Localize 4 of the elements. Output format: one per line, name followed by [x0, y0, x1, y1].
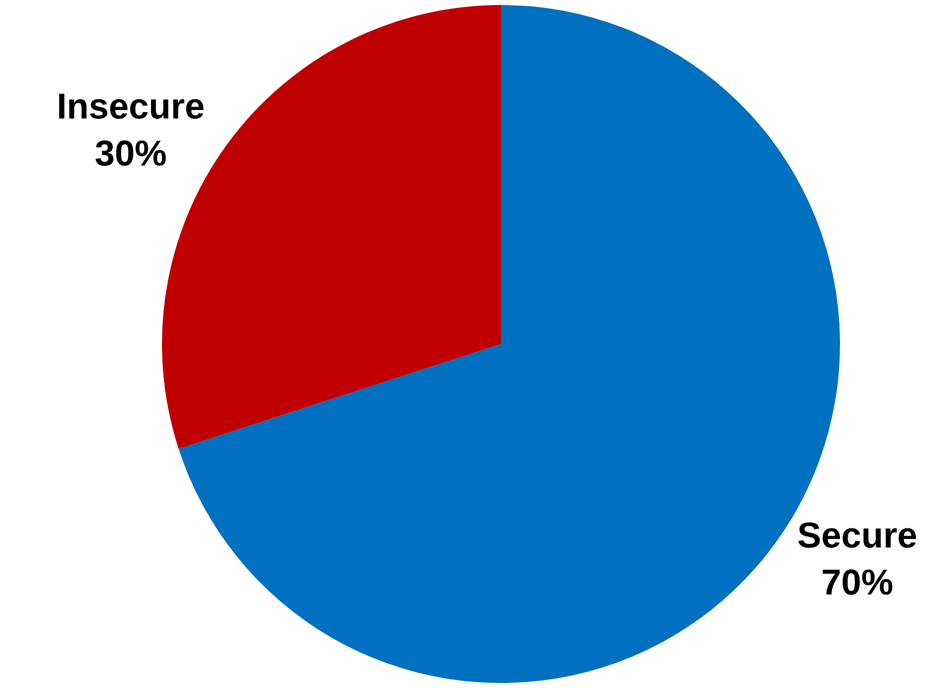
data-label: 70%	[821, 561, 894, 602]
data-label: 30%	[94, 132, 167, 174]
slice-label: Insecure	[56, 86, 205, 127]
slice-label: Secure	[797, 514, 918, 556]
